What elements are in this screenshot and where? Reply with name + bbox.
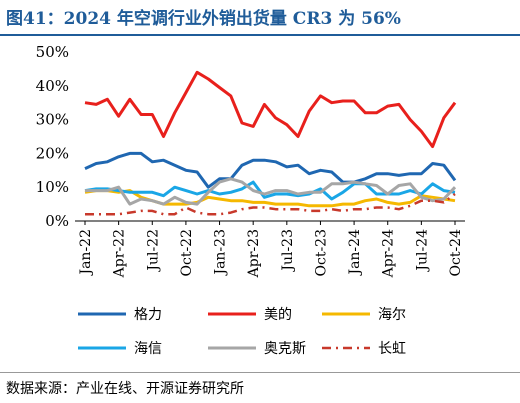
y-tick-label: 10%	[36, 178, 69, 196]
x-tick-label: Jul-23	[280, 229, 296, 273]
x-tick-label: Oct-23	[313, 229, 329, 277]
legend-label: 海信	[134, 341, 162, 357]
series-line-3	[84, 180, 456, 201]
x-tick-label: Jul-22	[145, 229, 161, 273]
bottom-rule	[0, 372, 520, 373]
series-line-4	[85, 177, 457, 206]
chart-axes: 0% 10% 20% 30% 40% 50% Jan-22 Apr-22 Jul-22 Oct-2…	[36, 43, 465, 278]
y-tick-label: 0%	[45, 212, 69, 230]
legend-label: 海尔	[378, 307, 406, 323]
x-tick-label: Jan-23	[213, 229, 229, 277]
legend-label: 长虹	[378, 341, 406, 357]
x-tick-label: Oct-24	[448, 229, 464, 277]
y-tick-label: 30%	[36, 111, 69, 129]
x-tick-label: Apr-22	[112, 229, 128, 278]
legend-label: 奥克斯	[264, 340, 306, 357]
source-note: 数据来源：产业在线、开源证券研究所	[6, 381, 244, 397]
x-tick-label: Apr-24	[381, 229, 397, 278]
series-line-5	[85, 192, 456, 216]
x-tick-label: Jul-24	[414, 229, 430, 273]
x-tick-label: Jan-24	[347, 229, 363, 277]
series-line-0	[84, 151, 457, 189]
series-line-1	[84, 70, 457, 149]
title-rule	[0, 34, 520, 36]
y-tick-label: 40%	[36, 77, 69, 95]
y-tick-label: 50%	[36, 43, 69, 61]
chart-series-lines	[84, 70, 457, 216]
legend-label: 格力	[134, 307, 162, 323]
legend-label: 美的	[264, 307, 292, 323]
x-tick-label: Jan-22	[78, 229, 94, 277]
line-chart: 0% 10% 20% 30% 40% 50% Jan-22 Apr-22 Jul-22 Oct-2…	[36, 43, 465, 357]
chart-title: 图41：2024 年空调行业外销出货量 CR3 为 56%	[6, 9, 401, 29]
y-tick-label: 20%	[36, 144, 69, 162]
x-tick-label: Oct-22	[179, 229, 195, 277]
x-tick-label: Apr-23	[246, 229, 262, 278]
